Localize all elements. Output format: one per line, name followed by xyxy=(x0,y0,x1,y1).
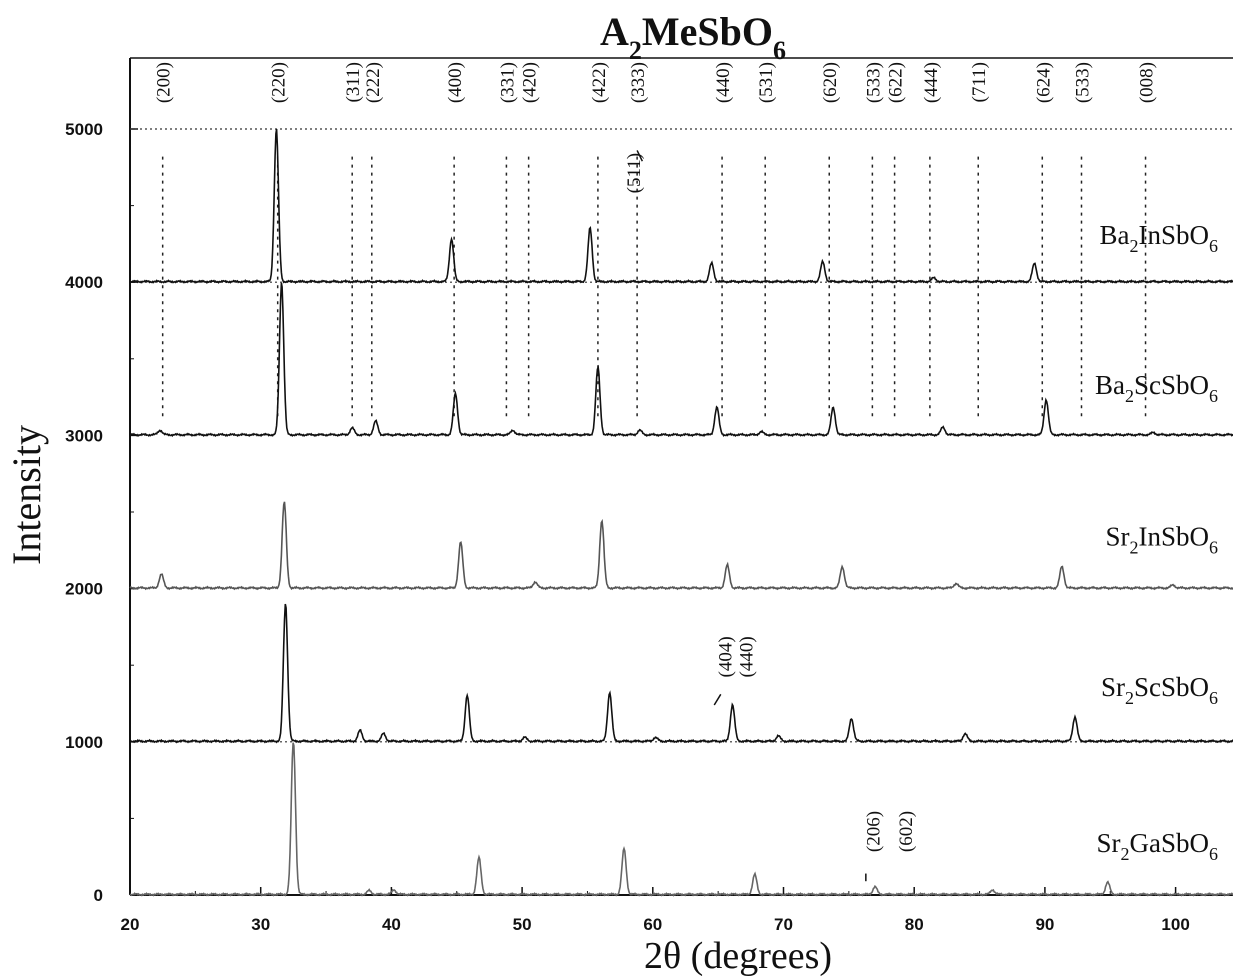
x-axis-label: 2θ (degrees) xyxy=(644,935,832,977)
hkl-leader-tick xyxy=(636,150,644,162)
series-line xyxy=(129,282,1233,438)
y-tick-label: 1000 xyxy=(65,733,103,752)
y-tick-label: 5000 xyxy=(65,120,103,139)
y-tick-label: 4000 xyxy=(65,273,103,292)
hkl-label: (222) xyxy=(363,62,384,103)
series-line xyxy=(129,501,1233,591)
x-tick-label: 60 xyxy=(643,915,662,934)
hkl-label: (420) xyxy=(520,62,541,103)
hkl-label: (400) xyxy=(445,62,466,103)
hkl-label: (311) xyxy=(343,62,364,102)
series-group xyxy=(129,128,1233,897)
hkl-label: (624) xyxy=(1033,62,1054,103)
hkl-label: (622) xyxy=(886,62,907,103)
hkl-label-extra: (404) xyxy=(716,636,737,677)
hkl-label: (422) xyxy=(589,62,610,103)
hkl-label: (333) xyxy=(628,62,649,103)
reference-lines xyxy=(161,156,1147,418)
hkl-label: (200) xyxy=(154,62,175,103)
hkl-label: (220) xyxy=(269,62,290,103)
hkl-leader-tick xyxy=(713,693,722,706)
y-tick-label: 3000 xyxy=(65,426,103,445)
series-label: Ba2ScSbO6 xyxy=(1095,370,1218,406)
hkl-label-extra: (511) xyxy=(624,153,645,193)
hkl-label-extra: (206) xyxy=(863,811,884,852)
hkl-label: (531) xyxy=(756,62,777,103)
x-tick-label: 20 xyxy=(121,915,140,934)
y-axis-label: Intensity xyxy=(4,425,49,565)
hkl-label: (533) xyxy=(1072,62,1093,103)
hkl-label-extra: (440) xyxy=(737,636,758,677)
hkl-label-extra: (602) xyxy=(896,811,917,852)
chart-title: A2MeSbO6 xyxy=(600,9,786,65)
x-tick-label: 30 xyxy=(251,915,270,934)
series-line xyxy=(129,128,1233,285)
series-label: Sr2ScSbO6 xyxy=(1101,672,1218,708)
x-tick-label: 70 xyxy=(774,915,793,934)
series-label: Sr2GaSbO6 xyxy=(1096,828,1218,864)
hkl-label: (533) xyxy=(863,62,884,103)
x-tick-label: 100 xyxy=(1161,915,1189,934)
labels: A2MeSbO6 Intensity 2θ (degrees) (200) (220) (… xyxy=(4,9,1218,977)
hkl-label: (008) xyxy=(1137,62,1158,103)
hkl-label: (444) xyxy=(921,62,942,103)
series-line xyxy=(129,603,1233,744)
x-tick-label: 50 xyxy=(513,915,532,934)
y-tick-label: 0 xyxy=(94,886,103,905)
y-tick-label: 2000 xyxy=(65,580,103,599)
series-label: Ba2InSbO6 xyxy=(1099,220,1218,256)
x-tick-label: 40 xyxy=(382,915,401,934)
x-tick-label: 90 xyxy=(1035,915,1054,934)
hkl-label: (331) xyxy=(497,62,518,103)
hkl-label: (440) xyxy=(713,62,734,103)
hkl-label: (711) xyxy=(969,62,990,102)
series-line xyxy=(129,742,1233,897)
series-label: Sr2InSbO6 xyxy=(1105,522,1218,558)
x-tick-label: 80 xyxy=(905,915,924,934)
hkl-label: (620) xyxy=(820,62,841,103)
